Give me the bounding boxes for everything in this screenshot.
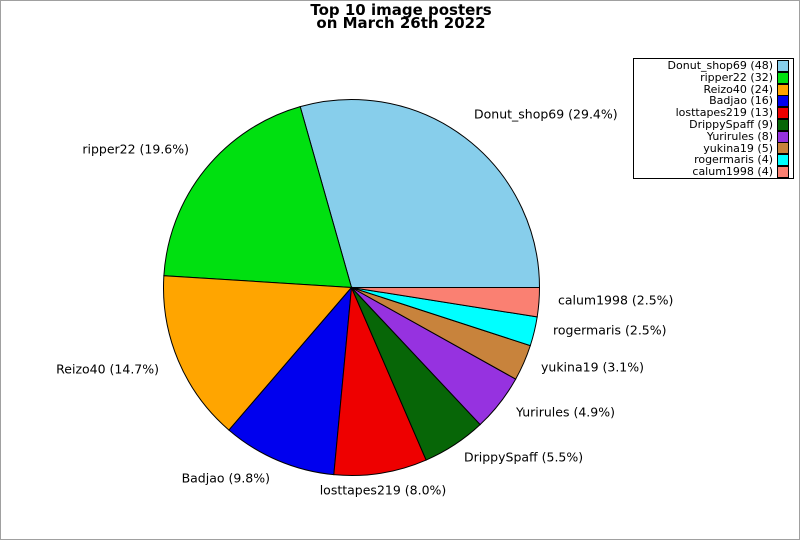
slice-label-calum1998: calum1998 (2.5%): [558, 292, 674, 308]
legend-swatch-icon-DrippySpaff: [777, 118, 789, 131]
legend-label-yukina19: yukina19 (5): [703, 141, 773, 155]
legend-item-calum1998: calum1998 (4): [634, 165, 793, 179]
legend-item-DrippySpaff: DrippySpaff (9): [634, 119, 793, 131]
legend-item-Badjao: Badjao (16): [634, 94, 793, 108]
legend-item-ripper22: ripper22 (32): [634, 70, 793, 84]
legend-swatch-icon-rogermaris: [777, 154, 789, 167]
legend-swatch-icon-calum1998: [777, 166, 789, 179]
legend-item-Reizo40: Reizo40 (24): [634, 82, 793, 96]
legend: Donut_shop69 (48) ripper22 (32) Reizo40 (2…: [633, 58, 794, 179]
legend-item-Donut_shop69: Donut_shop69 (48): [634, 60, 793, 72]
slice-label-Reizo40: Reizo40 (14.7%): [56, 361, 159, 377]
slice-label-Badjao: Badjao (9.8%): [181, 470, 270, 486]
chart-title: Top 10 image posters on March 26th 2022: [1, 1, 799, 32]
legend-label-DrippySpaff: DrippySpaff (9): [689, 117, 773, 131]
pie-slice-calum1998: [351, 287, 541, 318]
legend-swatch-icon-Yurirules: [777, 130, 789, 143]
slice-label-ripper22: ripper22 (19.6%): [82, 141, 189, 157]
legend-label-Reizo40: Reizo40 (24): [703, 82, 773, 96]
legend-item-losttapes219: losttapes219 (13): [634, 106, 793, 120]
slice-label-Yurirules: Yurirules (4.9%): [516, 404, 615, 420]
legend-swatch-icon-Reizo40: [777, 83, 789, 96]
legend-swatch-icon-Donut_shop69: [777, 59, 789, 72]
legend-item-Yurirules: Yurirules (8): [634, 129, 793, 143]
legend-label-calum1998: calum1998 (4): [692, 165, 773, 179]
chart-title-line1: Top 10 image posters: [310, 1, 492, 19]
slice-label-yukina19: yukina19 (3.1%): [541, 359, 645, 375]
legend-swatch-icon-ripper22: [777, 71, 789, 84]
slice-label-Donut_shop69: Donut_shop69 (29.4%): [474, 106, 618, 122]
pie-slice-ripper22: [163, 106, 353, 289]
legend-label-rogermaris: rogermaris (4): [694, 153, 773, 167]
legend-item-yukina19: yukina19 (5): [634, 141, 793, 155]
slice-label-losttapes219: losttapes219 (8.0%): [319, 482, 447, 498]
pie-slice-Donut_shop69: [299, 99, 541, 288]
legend-swatch-icon-yukina19: [777, 142, 789, 155]
chart-title-line2: on March 26th 2022: [316, 13, 486, 32]
legend-label-Yurirules: Yurirules (8): [706, 129, 773, 143]
slice-label-rogermaris: rogermaris (2.5%): [553, 322, 667, 338]
legend-label-Badjao: Badjao (16): [709, 94, 773, 108]
legend-item-rogermaris: rogermaris (4): [634, 153, 793, 167]
legend-swatch-icon-Badjao: [777, 95, 789, 108]
legend-swatch-icon-losttapes219: [777, 107, 789, 120]
pie-slice-Reizo40: [163, 275, 353, 431]
legend-label-losttapes219: losttapes219 (13): [675, 106, 773, 120]
legend-label-Donut_shop69: Donut_shop69 (48): [667, 59, 773, 72]
pie-slice-Badjao: [228, 285, 353, 476]
pie-slice-losttapes219: [333, 287, 427, 476]
legend-label-ripper22: ripper22 (32): [700, 70, 773, 84]
slice-label-DrippySpaff: DrippySpaff (5.5%): [464, 449, 584, 465]
